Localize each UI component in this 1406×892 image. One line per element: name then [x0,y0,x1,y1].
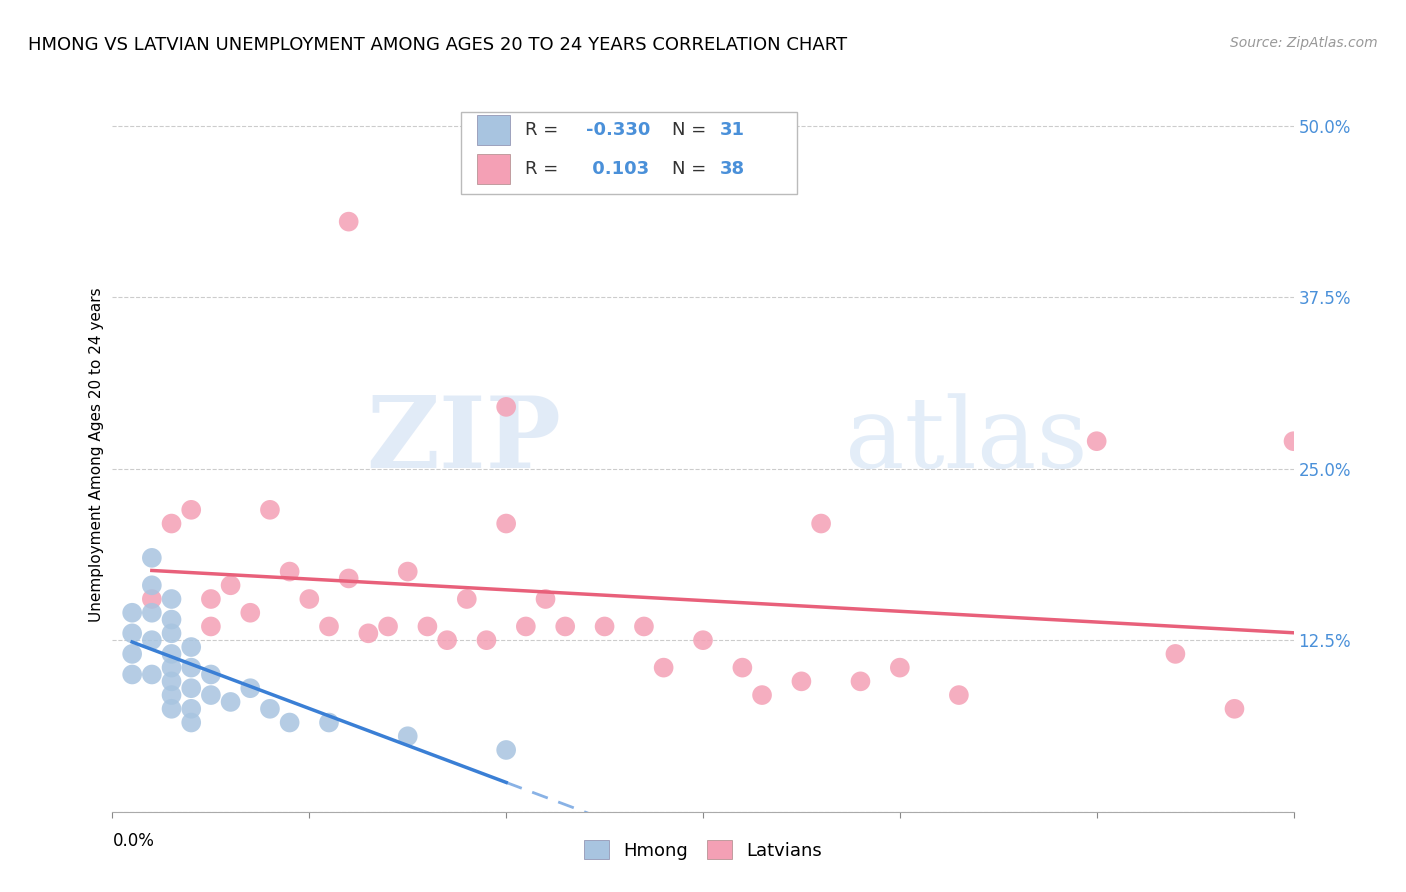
FancyBboxPatch shape [478,115,510,145]
Point [200,619,222,633]
Point [141,667,163,681]
Point [160,688,183,702]
Text: atlas: atlas [845,392,1087,489]
Point [200,688,222,702]
Point [495,743,517,757]
Point [633,619,655,633]
Point [692,633,714,648]
Point [337,214,360,228]
Text: N =: N = [672,160,713,178]
Point [337,571,360,585]
Point [534,592,557,607]
Point [180,681,202,696]
Point [436,633,458,648]
Point [180,640,202,654]
Text: 38: 38 [720,160,745,178]
Point [141,592,163,607]
Point [810,516,832,531]
Text: 0.103: 0.103 [586,160,650,178]
Point [219,695,242,709]
Point [278,565,301,579]
Text: HMONG VS LATVIAN UNEMPLOYMENT AMONG AGES 20 TO 24 YEARS CORRELATION CHART: HMONG VS LATVIAN UNEMPLOYMENT AMONG AGES… [28,36,848,54]
Text: 31: 31 [720,121,745,139]
Point [160,626,183,640]
Point [1085,434,1108,449]
Point [180,702,202,716]
Text: 0.0%: 0.0% [112,831,155,850]
Point [239,606,262,620]
Point [160,516,183,531]
Point [790,674,813,689]
Legend: Hmong, Latvians: Hmong, Latvians [576,832,830,867]
Point [396,729,419,743]
Point [160,674,183,689]
Point [259,503,281,517]
Point [219,578,242,592]
Point [160,592,183,607]
Point [278,715,301,730]
Text: R =: R = [524,121,564,139]
Point [1223,702,1246,716]
Point [121,647,143,661]
Point [141,633,163,648]
Point [751,688,773,702]
Point [121,606,143,620]
Point [948,688,970,702]
Point [160,647,183,661]
Point [456,592,478,607]
Point [239,681,262,696]
Point [357,626,380,640]
FancyBboxPatch shape [461,112,797,194]
Point [731,660,754,674]
Point [515,619,537,633]
Point [889,660,911,674]
Point [180,660,202,674]
Point [396,565,419,579]
Point [475,633,498,648]
Point [141,578,163,592]
Point [495,400,517,414]
Text: Source: ZipAtlas.com: Source: ZipAtlas.com [1230,36,1378,50]
Point [259,702,281,716]
Point [318,619,340,633]
Point [1282,434,1305,449]
Point [121,667,143,681]
FancyBboxPatch shape [478,153,510,184]
Point [416,619,439,633]
Text: -0.330: -0.330 [586,121,651,139]
Point [160,702,183,716]
Point [121,626,143,640]
Point [593,619,616,633]
Point [1164,647,1187,661]
Point [652,660,675,674]
Point [141,550,163,565]
Point [180,715,202,730]
Point [495,516,517,531]
Text: R =: R = [524,160,564,178]
Point [160,660,183,674]
Point [200,592,222,607]
Point [298,592,321,607]
Point [554,619,576,633]
Point [849,674,872,689]
Point [318,715,340,730]
Text: ZIP: ZIP [367,392,561,489]
Point [160,613,183,627]
Point [180,503,202,517]
Point [141,606,163,620]
Point [200,667,222,681]
Y-axis label: Unemployment Among Ages 20 to 24 years: Unemployment Among Ages 20 to 24 years [89,287,104,623]
Text: N =: N = [672,121,713,139]
Point [377,619,399,633]
